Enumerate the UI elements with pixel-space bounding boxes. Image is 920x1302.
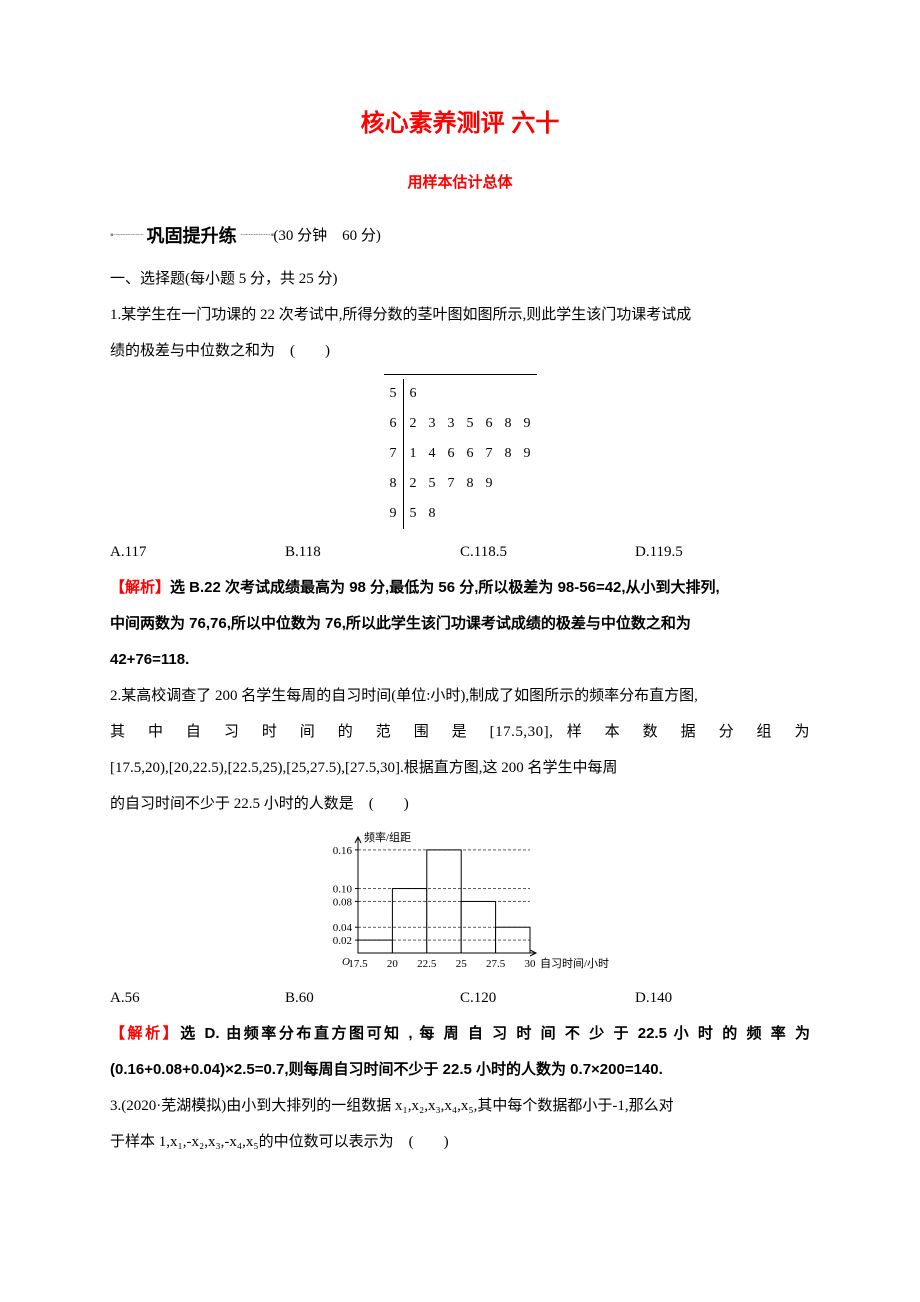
time-score: (30 分钟 60 分): [273, 221, 381, 251]
leader-dots-right: ┈┈┈┈┈┈▪: [241, 226, 274, 246]
analysis-label: 【解析】: [110, 579, 170, 596]
q1-stem-line1: 1.某学生在一门功课的 22 次考试中,所得分数的茎叶图如图所示,则此学生该门功…: [110, 300, 810, 330]
q1-analysis-line3: 42+76=118.: [110, 645, 810, 675]
q2-histogram: 0.020.04 0.080.10 0.16 17.5 20 22.5 25 27.5 30 O 频…: [110, 827, 810, 977]
q1-ans-a: 选 B.22 次考试成绩最高为 98 分,最低为 56 分,所以极差为 98-5…: [170, 579, 720, 596]
q2-stem-line2: 其 中 自 习 时 间 的 范 围 是 [17.5,30], 样 本 数 据 分…: [110, 717, 810, 747]
q2-stem-line3: [17.5,20),[20,22.5),[22.5,25),[25,27.5),…: [110, 753, 810, 783]
q2-option-d: D.140: [635, 983, 810, 1013]
q2-ans-a: 选 D. 由频率分布直方图可知 , 每 周 自 习 时 间 不 少 于 22.5…: [180, 1025, 810, 1042]
svg-text:0.08: 0.08: [333, 896, 353, 908]
section-label: 巩固提升练: [147, 218, 237, 254]
svg-text:O: O: [342, 956, 350, 968]
q3-stem-line2: 于样本 1,x₁,-x₂,x₃,-x₄,x₅的中位数可以表示为 ( ): [110, 1127, 810, 1157]
svg-text:0.04: 0.04: [333, 922, 353, 934]
svg-text:0.16: 0.16: [333, 845, 353, 857]
q2-option-b: B.60: [285, 983, 460, 1013]
q2-analysis-line1: 【解析】选 D. 由频率分布直方图可知 , 每 周 自 习 时 间 不 少 于 …: [110, 1019, 810, 1049]
part1-header: 一、选择题(每小题 5 分，共 25 分): [110, 264, 810, 294]
svg-text:22.5: 22.5: [417, 958, 437, 970]
svg-text:自习时间/小时: 自习时间/小时: [540, 957, 609, 970]
q1-analysis-line2: 中间两数为 76,76,所以中位数为 76,所以此学生该门功课考试成绩的极差与中…: [110, 609, 810, 639]
q2-stem-line1: 2.某高校调查了 200 名学生每周的自习时间(单位:小时),制成了如图所示的频…: [110, 681, 810, 711]
analysis-label: 【解析】: [110, 1025, 180, 1042]
q2-options: A.56 B.60 C.120 D.140: [110, 983, 810, 1013]
leader-dots-left: ▪┈┈┈┈┈┈: [110, 226, 143, 246]
section-header: ▪┈┈┈┈┈┈ 巩固提升练 ┈┈┈┈┈┈▪ (30 分钟 60 分): [110, 218, 810, 254]
q1-option-d: D.119.5: [635, 537, 810, 567]
q1-options: A.117 B.118 C.118.5 D.119.5: [110, 537, 810, 567]
page-title: 核心素养测评 六十: [110, 100, 810, 148]
svg-text:30: 30: [525, 958, 537, 970]
svg-text:27.5: 27.5: [486, 958, 506, 970]
q1-analysis-line1: 【解析】选 B.22 次考试成绩最高为 98 分,最低为 56 分,所以极差为 …: [110, 573, 810, 603]
q2-option-c: C.120: [460, 983, 635, 1013]
svg-text:0.02: 0.02: [333, 935, 352, 947]
svg-text:20: 20: [387, 958, 399, 970]
q1-option-a: A.117: [110, 537, 285, 567]
svg-text:频率/组距: 频率/组距: [364, 830, 411, 844]
page-subtitle: 用样本估计总体: [110, 168, 810, 198]
q2-stem-line4: 的自习时间不少于 22.5 小时的人数是 ( ): [110, 789, 810, 819]
q3-stem-line1: 3.(2020·芜湖模拟)由小到大排列的一组数据 x₁,x₂,x₃,x₄,x₅,…: [110, 1091, 810, 1121]
q2-option-a: A.56: [110, 983, 285, 1013]
svg-text:25: 25: [456, 958, 468, 970]
svg-text:17.5: 17.5: [348, 958, 368, 970]
svg-text:0.10: 0.10: [333, 884, 353, 896]
q1-stem-line2: 绩的极差与中位数之和为 ( ): [110, 336, 810, 366]
q1-stem-leaf-plot: 566233568971466789825789958: [110, 374, 810, 529]
q2-analysis-line2: (0.16+0.08+0.04)×2.5=0.7,则每周自习时间不少于 22.5…: [110, 1055, 810, 1085]
q1-option-b: B.118: [285, 537, 460, 567]
q1-option-c: C.118.5: [460, 537, 635, 567]
